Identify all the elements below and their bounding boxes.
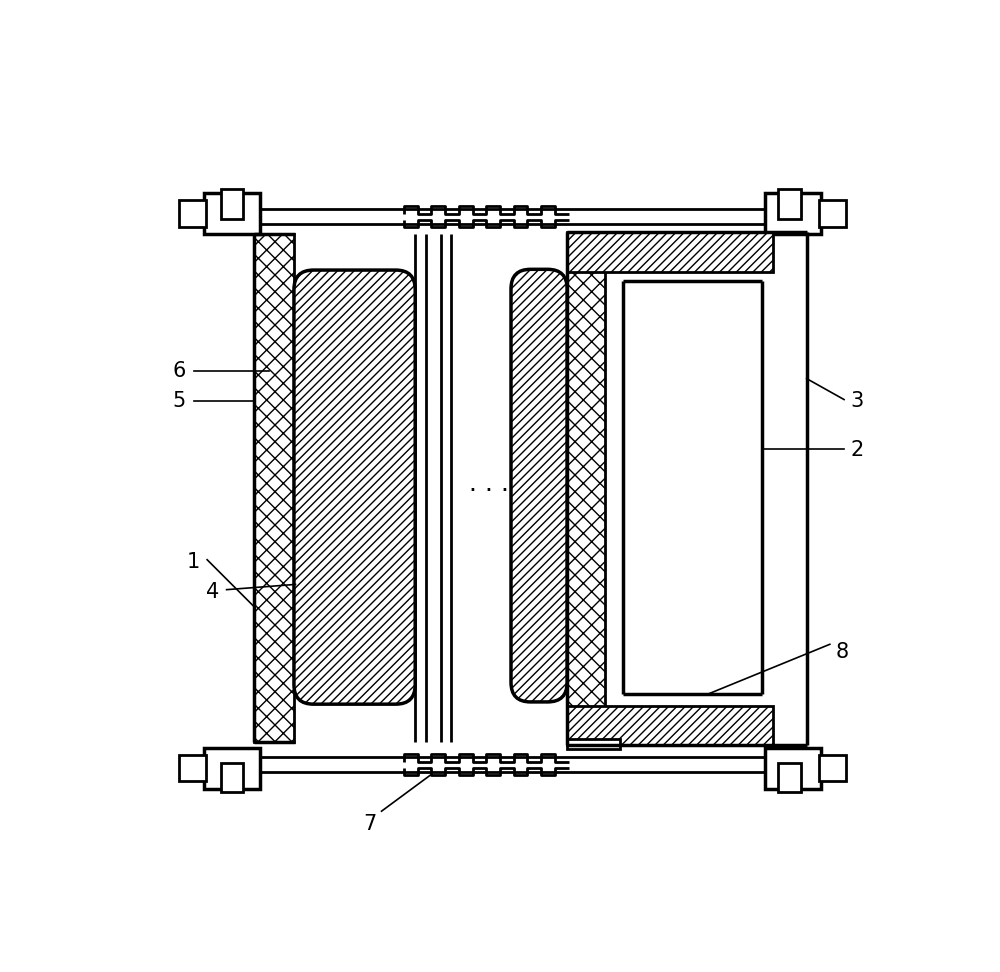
Bar [778, 763, 801, 792]
Text: 3: 3 [850, 391, 863, 411]
Bar [179, 200, 206, 226]
Bar [179, 755, 206, 781]
FancyBboxPatch shape [294, 270, 415, 704]
Bar [567, 706, 773, 746]
Bar [765, 193, 821, 234]
Text: 7: 7 [364, 814, 377, 834]
Bar [204, 193, 260, 234]
Bar [765, 747, 821, 788]
Text: 4: 4 [206, 582, 220, 602]
Bar [819, 200, 846, 226]
Bar [221, 190, 243, 219]
Text: 5: 5 [173, 391, 186, 411]
Bar [221, 763, 243, 792]
Bar [819, 755, 846, 781]
Text: · · ·: · · · [469, 479, 509, 503]
Text: 6: 6 [173, 362, 186, 381]
Text: 1: 1 [186, 552, 200, 572]
Bar [204, 747, 260, 788]
Bar [567, 232, 773, 271]
Text: 2: 2 [850, 439, 863, 460]
Text: 8: 8 [835, 642, 848, 662]
Bar [254, 234, 294, 742]
Bar [778, 190, 801, 219]
FancyBboxPatch shape [511, 269, 567, 702]
Bar [567, 740, 620, 749]
Bar [623, 281, 762, 694]
Bar [567, 234, 605, 742]
